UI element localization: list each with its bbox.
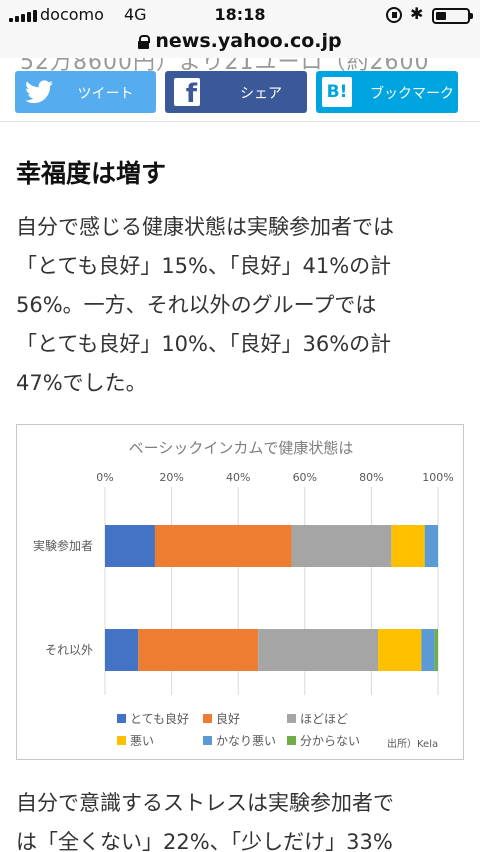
- clock: 18:18: [214, 5, 266, 24]
- source-note: 出所）Kela: [387, 737, 438, 750]
- legend-swatch: [117, 736, 126, 745]
- bar-segment: [391, 525, 425, 567]
- legend-label: ほどほど: [300, 712, 348, 726]
- bar-segment: [138, 629, 259, 671]
- legend-swatch: [203, 736, 212, 745]
- bar-segment: [434, 629, 438, 671]
- network-type: 4G: [124, 5, 147, 24]
- paragraph-line: は「全くない」22%、「少しだけ」33%: [16, 830, 393, 852]
- hatena-bookmark-icon: B!: [322, 77, 352, 107]
- health-status-chart: ベーシックインカムで健康状態は 0% 20% 40% 60% 80% 100% 実験参加者それ…: [16, 424, 464, 760]
- legend-label: 悪い: [130, 734, 154, 748]
- hatena-bookmark-label: ブックマーク: [370, 86, 454, 102]
- twitter-bird-icon: [25, 80, 53, 104]
- facebook-share-button[interactable]: f シェア: [165, 71, 307, 113]
- padlock-icon: [138, 34, 151, 49]
- bar-segment: [424, 525, 438, 567]
- signal-icon: [9, 10, 37, 22]
- legend-label: とても良好: [130, 711, 189, 726]
- x-tick-label: 20%: [159, 471, 183, 484]
- legend-label: 良好: [216, 711, 240, 726]
- bar-segment: [258, 629, 379, 671]
- bar-segment: [421, 629, 435, 671]
- paragraph-line: 自分で意識するストレスは実験参加者で: [16, 791, 394, 815]
- carrier-name: docomo: [40, 5, 104, 24]
- rotation-lock-icon: [386, 7, 402, 23]
- legend-swatch: [203, 714, 212, 723]
- x-tick-label: 60%: [293, 471, 317, 484]
- paragraph-line: 56%。一方、それ以外のグループでは: [16, 293, 377, 317]
- section-heading: 幸福度は増す: [16, 159, 167, 188]
- bar-segment: [105, 525, 155, 567]
- status-bar: docomo 4G 18:18 ✱: [0, 0, 480, 30]
- facebook-f-icon: f: [174, 78, 200, 109]
- url-text[interactable]: news.yahoo.co.jp: [155, 30, 342, 52]
- paragraph-line: 47%でした。: [16, 371, 147, 395]
- bar-segment: [154, 525, 292, 567]
- bluetooth-icon: ✱: [410, 4, 424, 23]
- stacked-bar-chart: ベーシックインカムで健康状態は 0% 20% 40% 60% 80% 100% 実験参加者それ…: [33, 439, 454, 750]
- legend-swatch: [117, 714, 126, 723]
- share-bar: 52万8600円）より21ユーロ（約2600 ツイート f シェア B! ブック…: [0, 58, 480, 122]
- hatena-bookmark-button[interactable]: B! ブックマーク: [316, 71, 458, 113]
- x-tick-label: 0%: [96, 471, 113, 484]
- article-paragraph-next: 自分で意識するストレスは実験参加者で は「全くない」22%、「少しだけ」33%: [16, 784, 480, 852]
- twitter-share-button[interactable]: ツイート: [15, 71, 156, 113]
- article-paragraph: 自分で感じる健康状態は実験参加者では 「とても良好」15%、「良好」41%の計 …: [16, 208, 476, 403]
- bar-segment: [105, 629, 139, 671]
- facebook-share-label: シェア: [240, 86, 282, 102]
- paragraph-line: 「とても良好」10%、「良好」36%の計: [16, 332, 392, 356]
- category-label: 実験参加者: [33, 538, 93, 553]
- x-tick-label: 80%: [359, 471, 383, 484]
- twitter-share-label: ツイート: [77, 86, 134, 102]
- scrolled-text-fragment: 52万8600円）より21ユーロ（約2600: [20, 58, 430, 75]
- bar-segment: [378, 629, 422, 671]
- legend-swatch: [287, 736, 296, 745]
- x-tick-label: 40%: [226, 471, 250, 484]
- legend-swatch: [287, 714, 296, 723]
- legend-label: かなり悪い: [216, 734, 276, 748]
- category-label: それ以外: [45, 643, 93, 657]
- battery-icon: [432, 8, 473, 24]
- legend-label: 分からない: [300, 734, 360, 748]
- divider: [0, 121, 480, 122]
- chart-title: ベーシックインカムで健康状態は: [129, 439, 354, 457]
- paragraph-line: 自分で感じる健康状態は実験参加者では: [16, 215, 394, 239]
- bar-segment: [291, 525, 392, 567]
- paragraph-line: 「とても良好」15%、「良好」41%の計: [16, 254, 392, 278]
- x-tick-label: 100%: [422, 471, 453, 484]
- address-bar[interactable]: news.yahoo.co.jp: [0, 30, 480, 58]
